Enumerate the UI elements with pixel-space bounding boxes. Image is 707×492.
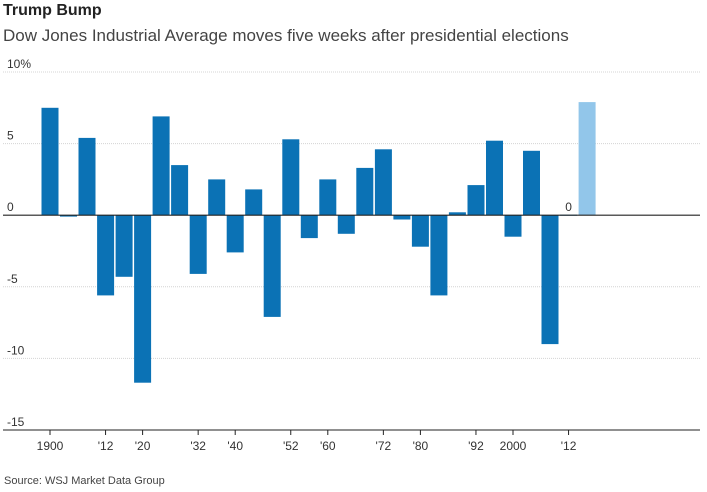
bar-1980 — [412, 215, 429, 247]
x-tick-label: '20 — [135, 439, 151, 453]
bar-1976 — [393, 215, 410, 219]
bar-1948 — [264, 215, 281, 317]
annotation-label: 0 — [565, 200, 572, 214]
x-tick-label: '92 — [468, 439, 484, 453]
bar-chart: 10% 5 0 -5 -10 -15 1900 '12 '20 '32 '40 '52 '60 '72 '… — [0, 0, 707, 492]
bar-1952 — [282, 139, 299, 215]
bar-2016 — [579, 102, 596, 215]
x-tick-label: '52 — [283, 439, 299, 453]
y-tick-label: -5 — [7, 272, 18, 286]
y-tick-label: -15 — [7, 415, 25, 429]
bar-1928 — [171, 165, 188, 215]
bar-1964 — [338, 215, 355, 234]
x-tick-label: '60 — [320, 439, 336, 453]
bar-1936 — [208, 179, 225, 215]
y-tick-label: 5 — [7, 129, 14, 143]
bar-1920 — [134, 215, 151, 383]
x-tick-label: '32 — [190, 439, 206, 453]
bar-2004 — [523, 151, 540, 215]
y-tick-label: 0 — [7, 200, 14, 214]
bar-1944 — [245, 189, 262, 215]
x-tick-label: 1900 — [37, 439, 64, 453]
bar-1972 — [375, 149, 392, 215]
x-tick-labels: 1900 '12 '20 '32 '40 '52 '60 '72 '80 '92 2000 '12 — [37, 430, 577, 453]
bar-1960 — [319, 179, 336, 215]
x-tick-label: '40 — [227, 439, 243, 453]
bar-1968 — [356, 168, 373, 215]
bar-1984 — [430, 215, 447, 295]
x-tick-label: '72 — [376, 439, 392, 453]
y-tick-label: 10% — [7, 57, 31, 71]
x-tick-label: '12 — [561, 439, 577, 453]
x-tick-label: '12 — [98, 439, 114, 453]
bar-1996 — [486, 141, 503, 216]
bar-1908 — [79, 138, 96, 215]
annotations: 0 — [565, 200, 572, 214]
chart-source: Source: WSJ Market Data Group — [4, 475, 165, 487]
bar-1932 — [190, 215, 207, 274]
y-tick-label: -10 — [7, 343, 25, 357]
x-tick-label: '80 — [413, 439, 429, 453]
bar-2008 — [542, 215, 559, 344]
x-tick-label: 2000 — [500, 439, 527, 453]
bars — [42, 102, 596, 383]
bar-1924 — [153, 116, 170, 215]
bar-1916 — [116, 215, 133, 277]
y-tick-labels: 10% 5 0 -5 -10 -15 — [7, 57, 31, 429]
bar-2000 — [505, 215, 522, 237]
bar-1992 — [468, 185, 485, 215]
bar-1900 — [42, 108, 59, 215]
bar-1956 — [301, 215, 318, 238]
bar-1940 — [227, 215, 244, 252]
bar-1912 — [97, 215, 114, 295]
